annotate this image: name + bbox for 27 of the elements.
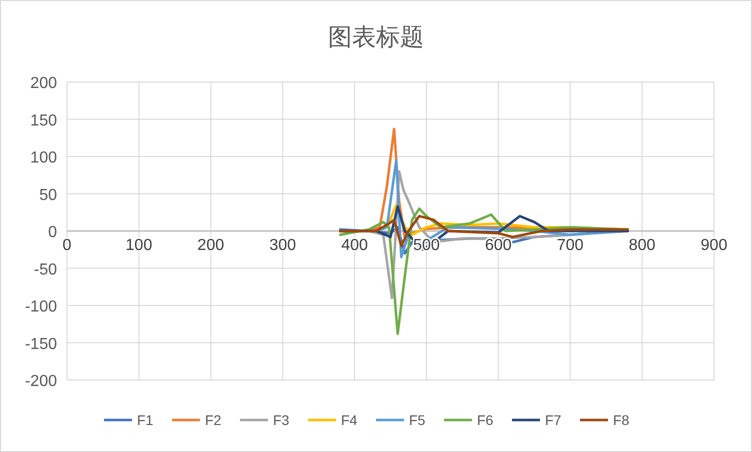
- legend-label: F2: [205, 412, 222, 428]
- y-tick-label: -200: [24, 373, 58, 390]
- legend-label: F6: [477, 412, 494, 428]
- legend-label: F3: [273, 412, 290, 428]
- legend-label: F7: [545, 412, 562, 428]
- x-tick-label: 800: [628, 237, 656, 254]
- x-tick-label: 0: [62, 237, 72, 254]
- x-tick-label: 900: [700, 237, 728, 254]
- chart-title: 图表标题: [328, 24, 424, 51]
- y-tick-label: -100: [24, 298, 58, 316]
- x-tick-label: 600: [484, 237, 512, 254]
- y-tick-label: 200: [30, 75, 58, 92]
- y-tick-label: -50: [34, 261, 58, 278]
- y-tick-label: 50: [39, 186, 58, 204]
- y-tick-label: 100: [30, 150, 58, 166]
- legend-label: F5: [409, 412, 426, 428]
- legend-label: F4: [341, 412, 358, 428]
- legend-label: F1: [137, 412, 154, 428]
- y-tick-label: -150: [24, 336, 58, 353]
- legend-label: F8: [613, 412, 630, 428]
- y-tick-label: 150: [30, 112, 58, 130]
- x-tick-label: 200: [197, 237, 224, 254]
- x-tick-label: 400: [341, 237, 368, 254]
- x-tick-label: 100: [126, 237, 152, 254]
- x-tick-label: 300: [269, 237, 296, 254]
- y-tick-label: 0: [48, 224, 58, 241]
- x-tick-label: 700: [556, 237, 584, 254]
